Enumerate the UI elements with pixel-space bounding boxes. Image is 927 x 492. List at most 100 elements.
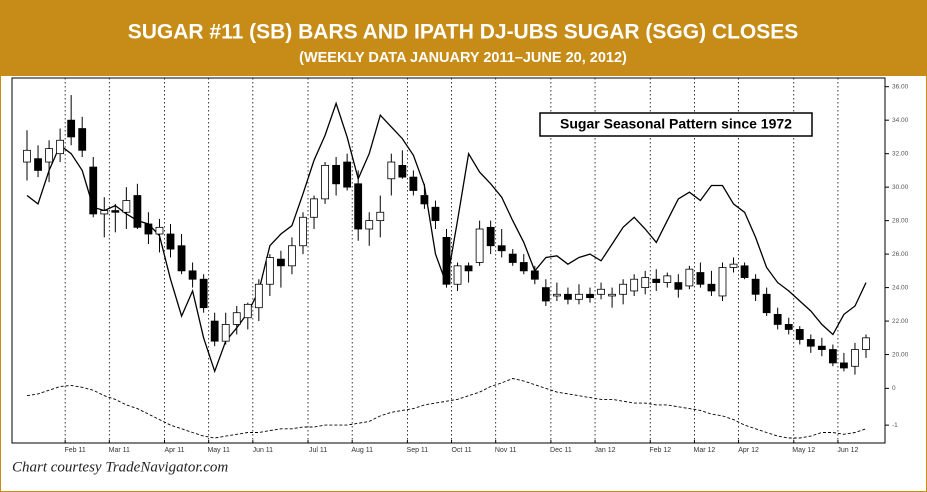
candle-body	[221, 324, 230, 342]
candle-body	[78, 128, 87, 151]
candle-body	[133, 195, 142, 228]
candle-body	[718, 267, 727, 297]
candle-body	[254, 283, 263, 309]
candle-body	[45, 148, 53, 163]
candle-body	[343, 161, 352, 188]
candle-body	[442, 236, 451, 285]
candle-body	[641, 277, 650, 288]
caption: Chart courtesy TradeNavigator.com	[12, 459, 228, 475]
candle-body	[89, 166, 98, 215]
candle-body	[420, 195, 429, 205]
candle-body	[398, 164, 407, 178]
candle-body	[806, 339, 815, 347]
candle-body	[519, 262, 528, 272]
y-tick-label: 28.00	[892, 217, 909, 224]
chart-subtitle: (WEEKLY DATA JANUARY 2011–JUNE 20, 2012)	[299, 50, 627, 66]
candle-body	[365, 220, 374, 230]
candle-body	[541, 287, 550, 302]
candle-body	[508, 253, 517, 263]
candle-body	[674, 282, 683, 290]
candle-body	[696, 272, 705, 285]
y-tick-label: 20.00	[892, 351, 909, 358]
candle-body	[817, 345, 826, 350]
candle-body	[354, 183, 363, 230]
candle-body	[597, 288, 605, 295]
candle-body	[387, 161, 396, 180]
y-tick-label: 22.00	[892, 318, 909, 325]
candle-body	[707, 283, 716, 292]
chart-title: SUGAR #11 (SB) BARS AND IPATH DJ-UBS SUG…	[128, 21, 799, 44]
x-tick-label: Apr 11	[164, 447, 184, 454]
candle-body	[552, 293, 561, 297]
candle-body	[332, 164, 341, 185]
annotation-box	[539, 112, 813, 137]
x-tick-label: Jun 11	[253, 447, 274, 454]
candle-body	[685, 268, 694, 287]
candle-body	[630, 278, 639, 292]
y-tick-label: 24.00	[892, 284, 909, 291]
candle-body	[34, 158, 42, 171]
x-tick-label: May 12	[792, 447, 815, 454]
candle-body	[795, 329, 804, 340]
candle-body	[243, 303, 252, 319]
y-tick-label: 34.00	[892, 117, 909, 124]
candle-body	[409, 176, 418, 191]
x-tick-label: May 11	[207, 447, 230, 454]
candle-body	[619, 283, 628, 295]
candle-body	[586, 293, 594, 299]
candle-body	[376, 211, 385, 222]
candle-body	[840, 362, 848, 369]
candle-body	[784, 324, 793, 330]
candle-body	[188, 270, 197, 280]
candle-body	[199, 278, 208, 309]
seasonal-line	[26, 378, 867, 439]
candle-body	[862, 337, 870, 350]
candle-body	[652, 278, 661, 283]
candle-body	[464, 265, 473, 272]
x-tick-label: Feb 12	[649, 447, 671, 454]
candle-body	[564, 293, 572, 300]
candle-body	[497, 245, 506, 252]
y-tick-label: 32.00	[892, 150, 909, 157]
x-tick-label: Jul 11	[309, 447, 327, 454]
candle-body	[431, 206, 440, 222]
candle-body	[23, 149, 31, 163]
candle-body	[729, 263, 738, 268]
candle-body	[475, 228, 484, 263]
y-tick-label: 30.00	[892, 184, 909, 191]
candle-body	[144, 223, 153, 235]
candle-body	[575, 293, 583, 300]
candle-body	[663, 275, 672, 283]
candle-body	[122, 200, 131, 213]
annotation: Sugar Seasonal Pattern since 1972	[560, 116, 792, 132]
candle-body	[321, 164, 329, 200]
candle-body	[265, 257, 274, 285]
banner	[0, 0, 927, 76]
candle-body	[751, 278, 760, 295]
candle-body	[166, 233, 175, 250]
x-tick-label: Apr 12	[738, 447, 759, 454]
y-tick-label: 36.00	[892, 83, 909, 90]
candle-body	[608, 293, 616, 297]
candle-body	[210, 320, 219, 342]
candle-body	[310, 198, 318, 218]
x-tick-label: Feb 11	[65, 447, 86, 454]
x-tick-label: Dec 11	[550, 447, 572, 454]
candle-body	[100, 210, 109, 215]
candle-body	[56, 139, 65, 155]
candle-body	[530, 270, 539, 280]
candle-body	[828, 349, 837, 364]
y-tick-label: 0	[892, 385, 896, 392]
candle-body	[740, 265, 749, 278]
candle-body	[453, 265, 462, 285]
x-tick-label: Mar 12	[694, 447, 716, 454]
x-tick-label: Jun 12	[837, 447, 858, 454]
x-tick-label: Oct 11	[451, 447, 471, 454]
x-tick-label: Mar 11	[109, 447, 130, 454]
x-tick-label: Nov 11	[495, 447, 517, 454]
candle-body	[232, 312, 241, 325]
x-tick-label: Sep 11	[407, 447, 429, 454]
candle-body	[277, 258, 285, 267]
y-tick-label: -1	[892, 422, 898, 429]
